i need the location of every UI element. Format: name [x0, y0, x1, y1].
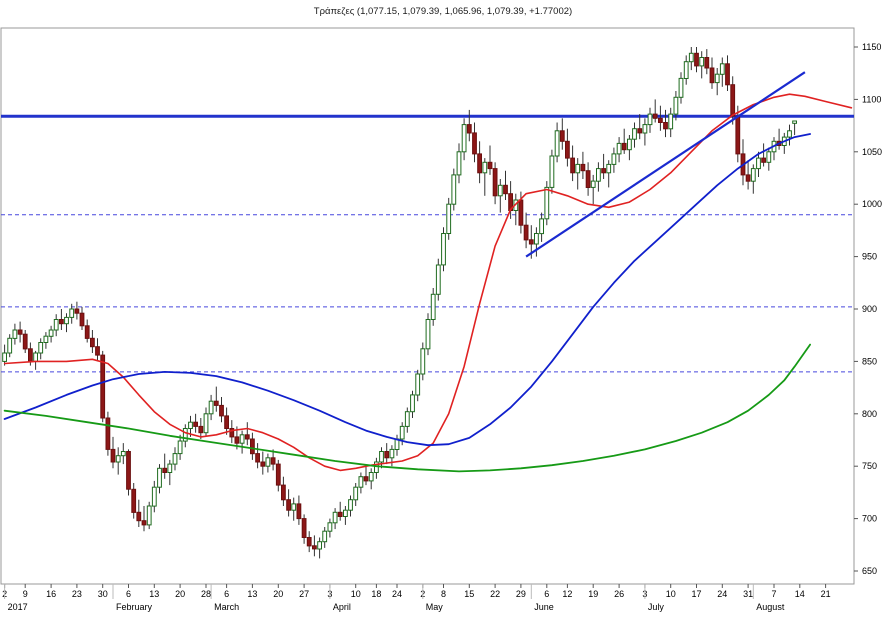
svg-text:March: March: [214, 602, 239, 612]
svg-text:22: 22: [490, 589, 500, 599]
svg-text:18: 18: [371, 589, 381, 599]
svg-text:20: 20: [273, 589, 283, 599]
y-axis: 650 700 750 800 850 900 950 1000 1050 1100 1150: [854, 42, 882, 576]
svg-text:750: 750: [862, 461, 877, 471]
svg-text:950: 950: [862, 252, 877, 262]
svg-text:650: 650: [862, 566, 877, 576]
svg-text:1050: 1050: [862, 147, 882, 157]
svg-text:900: 900: [862, 304, 877, 314]
svg-text:August: August: [756, 602, 785, 612]
svg-text:24: 24: [717, 589, 727, 599]
svg-text:6: 6: [126, 589, 131, 599]
svg-text:April: April: [333, 602, 351, 612]
svg-text:21: 21: [821, 589, 831, 599]
svg-text:1000: 1000: [862, 199, 882, 209]
plot-border: [0, 27, 855, 585]
svg-text:7: 7: [771, 589, 776, 599]
chart-title: Τράπεζες (1,077.15, 1,079.39, 1,065.96, …: [313, 6, 573, 17]
svg-text:850: 850: [862, 356, 877, 366]
svg-text:1150: 1150: [862, 42, 881, 52]
svg-text:16: 16: [46, 589, 56, 599]
svg-text:23: 23: [72, 589, 82, 599]
svg-text:14: 14: [795, 589, 805, 599]
svg-text:17: 17: [691, 589, 701, 599]
svg-text:19: 19: [588, 589, 598, 599]
svg-text:9: 9: [23, 589, 28, 599]
svg-text:13: 13: [149, 589, 159, 599]
svg-text:8: 8: [441, 589, 446, 599]
candlesticks: [2, 47, 798, 559]
svg-text:31: 31: [743, 589, 753, 599]
svg-text:February: February: [116, 602, 153, 612]
ma-fast-red-line: [3, 93, 853, 472]
trendline: [525, 71, 806, 258]
svg-text:15: 15: [464, 589, 474, 599]
svg-text:24: 24: [392, 589, 402, 599]
svg-text:10: 10: [351, 589, 361, 599]
svg-text:20: 20: [175, 589, 185, 599]
svg-text:June: June: [534, 602, 554, 612]
svg-text:6: 6: [544, 589, 549, 599]
svg-text:13: 13: [247, 589, 257, 599]
svg-text:6: 6: [224, 589, 229, 599]
svg-text:30: 30: [98, 589, 108, 599]
svg-text:10: 10: [666, 589, 676, 599]
svg-text:27: 27: [299, 589, 309, 599]
ma-mid-blue-line: [3, 133, 811, 447]
svg-text:800: 800: [862, 409, 877, 419]
svg-text:May: May: [426, 602, 444, 612]
x-axis: 2916233061320286132027310182428152229612…: [2, 584, 831, 612]
svg-text:700: 700: [862, 514, 877, 524]
ma-slow-green-line: [3, 343, 811, 473]
svg-text:1100: 1100: [862, 94, 881, 104]
svg-text:26: 26: [614, 589, 624, 599]
svg-text:28: 28: [201, 589, 211, 599]
svg-text:July: July: [648, 602, 665, 612]
svg-text:2017: 2017: [8, 602, 28, 612]
horizontal-level-lines: [1, 114, 854, 373]
svg-text:29: 29: [516, 589, 526, 599]
svg-text:12: 12: [562, 589, 572, 599]
